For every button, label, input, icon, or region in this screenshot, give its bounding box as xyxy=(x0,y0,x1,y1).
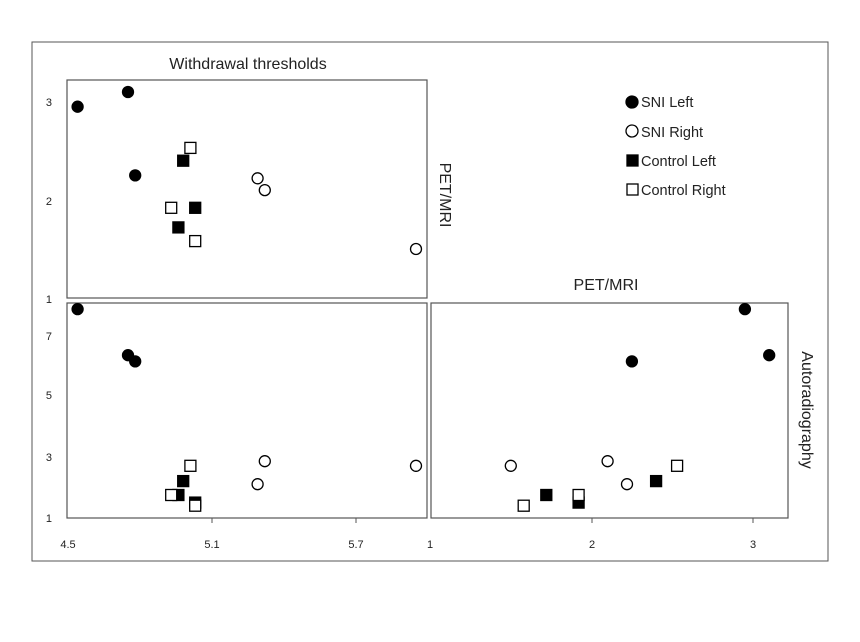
y-tick-label: 2 xyxy=(46,196,52,208)
legend-label: Control Right xyxy=(641,183,726,199)
outer-frame xyxy=(31,41,829,562)
panel-bottom-right-frame xyxy=(430,302,789,519)
data-point-open-circle xyxy=(620,478,634,491)
panel-bottom-right-side-label: Autoradiography xyxy=(798,351,815,468)
data-point-open-circle xyxy=(409,242,423,256)
panel-bottom-right-title: PET/MRI xyxy=(574,277,639,294)
data-point-open-square xyxy=(189,234,202,248)
y-tick-label: 1 xyxy=(46,513,52,525)
data-point-filled-circle xyxy=(71,302,84,316)
data-point-open-square xyxy=(572,488,585,502)
data-point-open-circle xyxy=(251,172,264,185)
panel-top-left-frame xyxy=(66,79,428,299)
data-point-open-square xyxy=(670,459,684,472)
y-tick-label: 7 xyxy=(46,331,52,343)
data-point-open-circle xyxy=(601,455,614,468)
legend-open-square-icon xyxy=(626,183,639,196)
data-point-open-square xyxy=(517,499,530,512)
data-point-open-circle xyxy=(251,478,264,491)
data-point-filled-circle xyxy=(763,349,776,362)
data-point-filled-square xyxy=(189,201,202,214)
legend-filled-circle-icon xyxy=(625,95,639,109)
data-point-filled-circle xyxy=(121,85,135,99)
data-point-open-circle xyxy=(409,459,423,472)
data-point-filled-circle xyxy=(129,169,142,182)
x-tick-label: 1 xyxy=(427,539,433,551)
x-tick-label: 5.1 xyxy=(204,539,219,551)
panel-top-left-side-label: PET/MRI xyxy=(436,163,453,228)
data-point-open-circle xyxy=(504,459,517,472)
x-tick-label: 2 xyxy=(589,539,595,551)
data-point-open-square xyxy=(165,201,178,214)
x-tick-label: 4.5 xyxy=(60,539,75,551)
data-point-open-circle xyxy=(258,455,271,468)
legend-label: SNI Right xyxy=(641,125,703,141)
x-tick-label: 3 xyxy=(750,539,756,551)
panel-bottom-left-frame xyxy=(66,302,428,519)
data-point-filled-square xyxy=(177,474,190,488)
data-point-filled-circle xyxy=(129,355,142,368)
data-point-open-square xyxy=(189,499,202,512)
data-markers xyxy=(71,85,776,512)
data-point-open-square xyxy=(165,488,178,502)
legend-label: Control Left xyxy=(641,154,716,170)
legend-open-circle-icon xyxy=(625,124,639,138)
panel-top-left-title: Withdrawal thresholds xyxy=(169,56,326,73)
y-tick-label: 3 xyxy=(46,452,52,464)
y-tick-label: 3 xyxy=(46,97,52,109)
y-tick-label: 5 xyxy=(46,390,52,402)
data-point-filled-square xyxy=(540,488,553,502)
legend-label: SNI Left xyxy=(641,95,693,111)
data-point-filled-circle xyxy=(625,355,639,368)
data-point-open-square xyxy=(184,459,197,472)
data-point-filled-square xyxy=(649,474,663,488)
data-point-filled-circle xyxy=(71,100,84,113)
data-point-filled-square xyxy=(177,154,190,167)
data-point-filled-square xyxy=(172,221,185,234)
legend-filled-square-icon xyxy=(626,154,639,167)
data-point-filled-circle xyxy=(738,302,752,316)
legend: SNI Left SNI Right Control Left Control … xyxy=(625,95,726,199)
x-tick-label: 5.7 xyxy=(348,539,363,551)
y-tick-label: 1 xyxy=(46,294,52,306)
data-point-open-square xyxy=(184,141,197,155)
data-point-open-circle xyxy=(258,183,271,197)
